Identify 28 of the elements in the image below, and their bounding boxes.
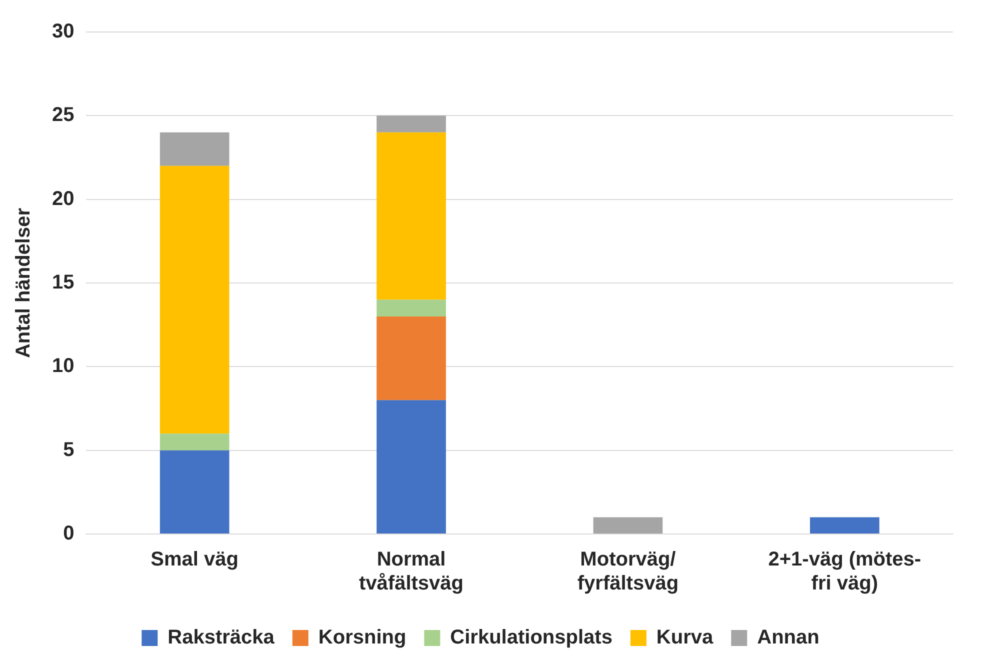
x-tick-label: Normal tvåfältsväg: [359, 548, 464, 595]
legend-label: Cirkulationsplats: [450, 626, 612, 649]
x-tick-label: Smal väg: [150, 548, 239, 571]
bar: [810, 517, 880, 534]
bar: [376, 116, 446, 132]
bar: [376, 300, 446, 316]
y-tick-label: 10: [52, 355, 74, 378]
y-tick-label: 0: [63, 522, 74, 545]
y-tick-label: 25: [52, 104, 74, 126]
y-tick-label: 15: [52, 272, 74, 294]
y-axis-title: Antal händelser: [12, 208, 35, 358]
bar: [376, 316, 446, 400]
bar: [160, 132, 230, 166]
bar: [593, 517, 663, 534]
legend-label: Korsning: [318, 626, 406, 649]
legend-label: Kurva: [656, 626, 714, 649]
y-tick-label: 5: [63, 438, 74, 461]
bar: [376, 132, 446, 300]
y-tick-label: 20: [52, 188, 74, 210]
y-tick-label: 30: [52, 20, 74, 43]
legend-label: Raksträcka: [168, 626, 276, 649]
bar: [376, 400, 446, 534]
x-tick-label: 2+1-väg (mötes- fri väg): [768, 548, 922, 595]
legend-label: Annan: [757, 626, 820, 649]
x-tick-label: Motorväg/ fyrfältsväg: [577, 548, 679, 595]
bar: [160, 434, 230, 450]
bar: [160, 450, 230, 534]
bar: [160, 166, 230, 434]
